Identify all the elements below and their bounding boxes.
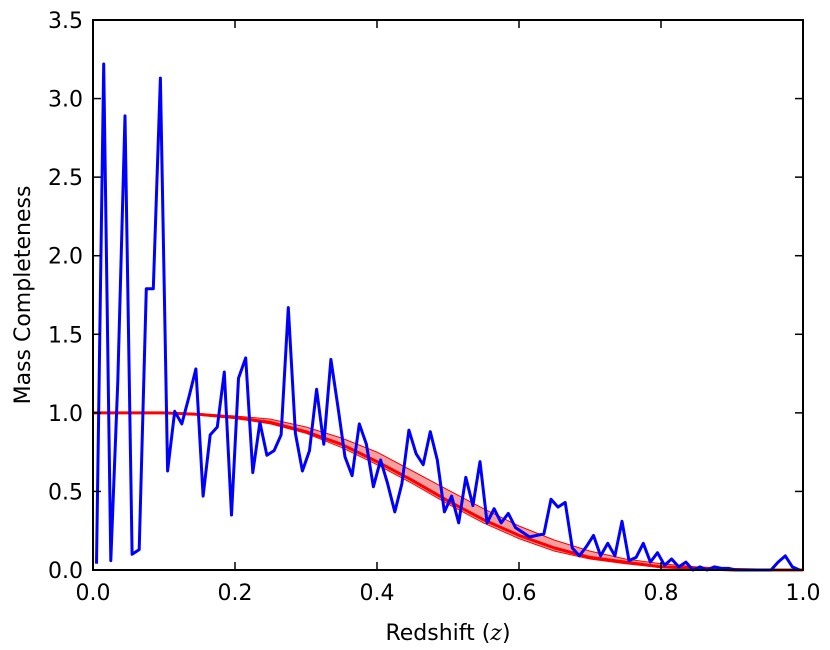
y-axis-title: Mass Completeness	[11, 186, 36, 405]
x-tick-label: 0.6	[502, 581, 537, 606]
y-tick-label: 1.0	[48, 402, 83, 427]
y-tick-label: 0.5	[48, 480, 83, 505]
x-tick-label: 0.0	[76, 581, 111, 606]
series-line-layer	[95, 62, 801, 572]
y-tick-label: 1.5	[48, 323, 83, 348]
y-tick-label: 3.5	[48, 9, 83, 34]
y-tick-label: 2.5	[48, 166, 83, 191]
tick-layer: 0.0 0.2 0.4 0.6 0.8 1.0 0.0 0.5 1.0 1.5 2.0 2.5 3.0 3…	[48, 9, 821, 606]
x-tick-label: 1.0	[786, 581, 821, 606]
x-axis-title-close: )	[502, 621, 511, 646]
observed-series-line	[95, 62, 801, 572]
y-tick-label: 2.0	[48, 245, 83, 270]
x-axis-title-text: Redshift (	[385, 621, 490, 646]
x-tick-label: 0.4	[360, 581, 395, 606]
x-axis-title: Redshift (z)	[385, 621, 510, 646]
x-tick-label: 0.2	[218, 581, 253, 606]
model-curve-line	[93, 411, 803, 572]
plot-frame	[92, 19, 804, 571]
x-axis-title-var: z	[489, 621, 502, 646]
y-tick-label: 0.0	[48, 559, 83, 584]
x-tick-label: 0.8	[644, 581, 679, 606]
y-tick-label: 3.0	[48, 88, 83, 113]
